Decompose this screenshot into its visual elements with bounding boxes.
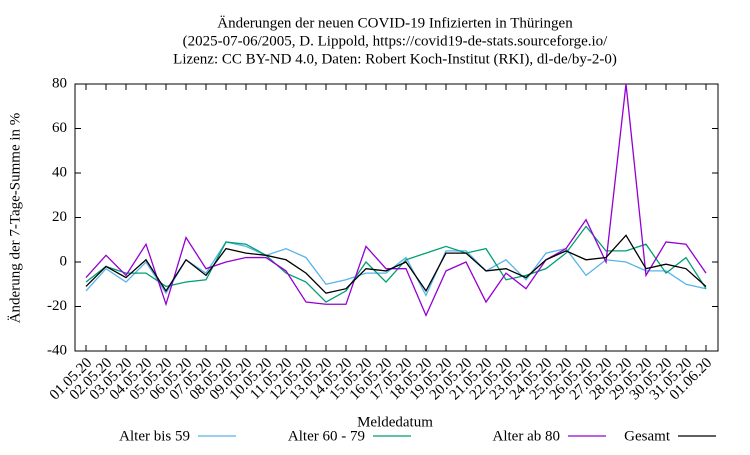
legend-label: Alter bis 59 — [119, 428, 190, 444]
series-line — [85, 234, 707, 294]
legend-label: Gesamt — [624, 428, 671, 444]
y-tick-label: -40 — [47, 342, 67, 358]
series-line — [85, 83, 707, 318]
x-axis-label: Meldedatum — [357, 414, 433, 430]
legend-label: Alter 60 - 79 — [288, 428, 365, 444]
y-tick-label: 60 — [52, 120, 67, 136]
y-tick-label: 20 — [52, 209, 67, 225]
legend-label: Alter ab 80 — [493, 428, 560, 444]
y-axis-label: Änderung der 7-Tage-Summe in % — [6, 113, 23, 324]
y-tick-label: -20 — [47, 298, 67, 314]
y-tick-label: 80 — [52, 75, 67, 91]
series-line — [85, 225, 707, 303]
chart-title: Lizenz: CC BY-ND 4.0, Daten: Robert Koch… — [173, 51, 617, 67]
chart-title: (2025-07-06/2005, D. Lippold, https://co… — [183, 33, 608, 49]
y-tick-label: 0 — [60, 253, 68, 269]
chart-title: Änderungen der neuen COVID-19 Infizierte… — [217, 14, 573, 31]
y-tick-label: 40 — [52, 164, 67, 180]
